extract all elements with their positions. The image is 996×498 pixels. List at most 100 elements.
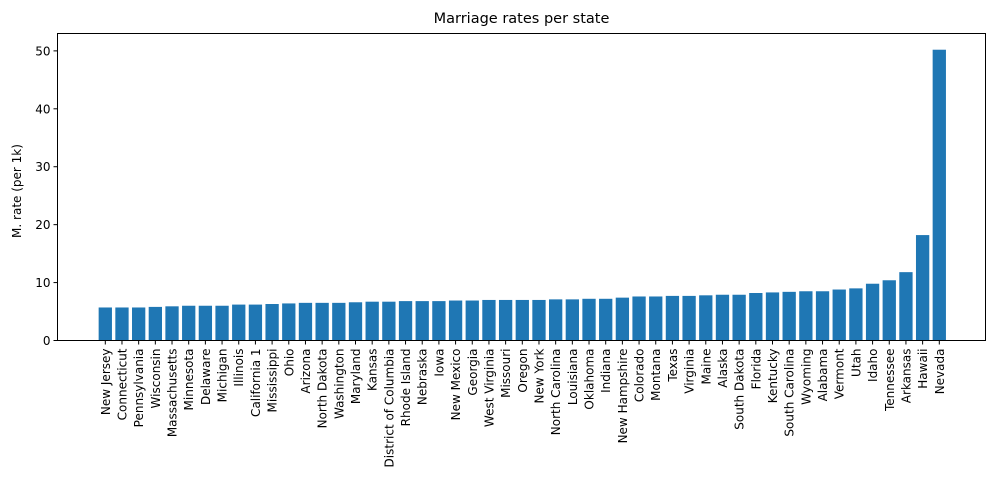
bar-colorado [632, 296, 646, 341]
bar-california-1 [248, 304, 263, 341]
y-tick-label: 30 [35, 160, 50, 174]
x-tick-label: Pennsylvania [132, 349, 146, 428]
bar-district-of-columbia [382, 301, 396, 341]
bar-nebraska [415, 301, 429, 341]
x-tick-label: Rhode Island [399, 349, 413, 427]
bar-minnesota [182, 305, 196, 341]
x-tick-label: Louisiana [566, 349, 580, 406]
bar-west-virginia [482, 299, 496, 341]
bar-washington [332, 302, 346, 341]
x-tick-label: Washington [332, 349, 346, 420]
bar-missouri [498, 299, 513, 341]
x-tick-label: Nebraska [416, 349, 430, 406]
x-tick-label: Texas [666, 349, 680, 383]
bar-delaware [198, 305, 213, 341]
x-tick-label: Connecticut [115, 348, 129, 420]
x-tick-label: Florida [749, 349, 763, 390]
x-tick-label: New York [532, 348, 546, 403]
bar-alaska [715, 294, 730, 341]
x-tick-label: Vermont [833, 348, 847, 399]
bar-connecticut [115, 307, 129, 341]
x-tick-label: Virginia [683, 349, 697, 394]
x-tick-label: North Carolina [549, 349, 563, 436]
bar-indiana [599, 298, 613, 341]
bar-north-dakota [315, 302, 329, 341]
x-tick-label: West Virginia [482, 349, 496, 428]
x-tick-label: Arizona [299, 349, 313, 394]
bar-kansas [365, 301, 379, 341]
x-tick-label: South Carolina [783, 349, 797, 437]
x-tick-label: Mississippi [266, 349, 280, 413]
y-tick-label: 10 [35, 276, 50, 290]
bar-oregon [515, 299, 529, 341]
chart-title: Marriage rates per state [434, 11, 610, 27]
x-tick-label: Illinois [232, 349, 246, 387]
bar-massachusetts [165, 306, 179, 341]
x-tick-label: Wyoming [799, 349, 813, 405]
x-tick-label: Massachusetts [166, 349, 180, 438]
x-tick-label: Georgia [466, 349, 480, 396]
x-tick-label: New Jersey [99, 349, 113, 416]
bar-virginia [682, 295, 696, 341]
bar-tennessee [882, 280, 896, 341]
bar-florida [749, 293, 763, 341]
x-tick-label: Maryland [349, 349, 363, 405]
bar-texas [665, 295, 680, 341]
bar-idaho [865, 283, 880, 341]
bar-south-carolina [782, 291, 796, 341]
bar-georgia [465, 300, 479, 341]
x-tick-label: Arkansas [899, 349, 913, 404]
bar-mississippi [265, 304, 279, 341]
bar-illinois [232, 304, 246, 341]
bar-north-carolina [549, 299, 563, 341]
bar-nevada [932, 49, 946, 341]
x-tick-label: Missouri [499, 349, 513, 398]
x-tick-label: Indiana [599, 349, 613, 393]
bar-ohio [282, 303, 296, 341]
bar-montana [649, 296, 663, 341]
bar-vermont [832, 289, 846, 341]
x-tick-label: District of Columbia [382, 349, 396, 468]
x-tick-label: Alaska [716, 349, 730, 388]
bar-michigan [215, 305, 229, 341]
x-tick-label: California 1 [249, 349, 263, 417]
x-tick-label: Oregon [516, 349, 530, 393]
bar-oklahoma [582, 298, 596, 341]
bar-louisiana [565, 299, 579, 341]
bar-south-dakota [732, 294, 746, 341]
x-tick-label: New Mexico [449, 349, 463, 421]
x-tick-label: Utah [849, 349, 863, 377]
bar-new-york [532, 299, 546, 341]
y-axis-label: M. rate (per 1k) [10, 144, 24, 238]
bar-new-jersey [98, 307, 112, 341]
bar-maryland [348, 302, 363, 341]
bar-wyoming [799, 291, 813, 341]
y-tick-label: 50 [35, 44, 50, 58]
bar-new-mexico [448, 300, 463, 341]
x-ticks-group: New Jersey Connecticut Pennsylvania Wiscons… [99, 340, 947, 468]
plot-frame [57, 33, 986, 341]
x-tick-label: Tennessee [883, 349, 897, 413]
bar-arkansas [899, 272, 913, 341]
x-tick-label: Delaware [199, 349, 213, 406]
bar-wisconsin [148, 306, 162, 341]
x-tick-label: North Dakota [316, 349, 330, 429]
x-tick-label: Nevada [933, 349, 947, 395]
bar-iowa [432, 301, 446, 341]
y-tick-label: 0 [43, 334, 51, 348]
x-tick-label: Michigan [216, 349, 230, 403]
y-tick-label: 20 [35, 218, 50, 232]
x-tick-label: Colorado [633, 349, 647, 403]
x-tick-label: Idaho [866, 349, 880, 382]
x-tick-label: Iowa [432, 349, 446, 377]
bar-new-hampshire [615, 297, 630, 341]
x-tick-label: Wisconsin [149, 349, 163, 409]
x-tick-label: Alabama [816, 349, 830, 402]
x-tick-label: Montana [649, 349, 663, 401]
x-tick-label: Minnesota [182, 349, 196, 411]
x-tick-label: New Hampshire [616, 349, 630, 444]
bars-group [98, 49, 946, 341]
x-tick-label: Ohio [282, 349, 296, 377]
bar-utah [849, 288, 863, 341]
